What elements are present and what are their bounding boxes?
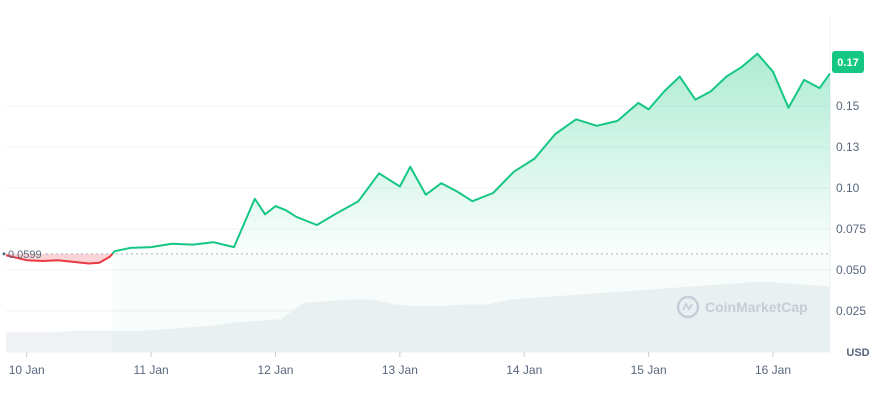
y-tick-label: 0.025: [836, 304, 866, 318]
x-axis-ticks: 10 Jan 11 Jan 12 Jan 13 Jan 14 Jan 15 Jan 16 J…: [9, 352, 791, 377]
y-tick-label: 0.10: [836, 181, 860, 195]
volume-area: [6, 281, 830, 352]
y-tick-label: 0.15: [836, 99, 860, 113]
price-line-down: [5, 253, 114, 265]
price-area-up: [112, 53, 830, 254]
watermark-text: CoinMarketCap: [705, 299, 808, 315]
reference-line: [2, 252, 830, 256]
volume-area-shape: [6, 281, 830, 352]
reference-price-text: 0.0599: [8, 249, 42, 261]
reference-dot-icon: [2, 252, 6, 256]
price-line: [5, 52, 831, 265]
current-price-badge: 0.17: [832, 51, 864, 73]
x-tick-label: 11 Jan: [134, 363, 169, 377]
x-tick-label: 16 Jan: [755, 363, 791, 377]
price-area: [6, 53, 830, 264]
y-tick-label: 0.075: [836, 222, 866, 236]
y-axis-unit: USD: [846, 347, 869, 359]
current-price-badge-bg: [832, 51, 864, 73]
x-tick-label: 15 Jan: [631, 363, 667, 377]
x-tick-label: 14 Jan: [506, 363, 542, 377]
x-tick-label: 10 Jan: [9, 363, 45, 377]
y-tick-label: 0.13: [836, 140, 860, 154]
y-axis-ticks: 0.025 0.050 0.075 0.10 0.13 0.15: [836, 99, 866, 318]
price-line-up: [111, 52, 831, 255]
current-price-text: 0.17: [837, 57, 858, 69]
y-tick-label: 0.050: [836, 263, 866, 277]
watermark: CoinMarketCap: [676, 295, 808, 319]
coinmarketcap-logo-icon: [676, 295, 700, 319]
x-tick-label: 12 Jan: [257, 363, 293, 377]
price-area-down: [6, 253, 113, 264]
x-tick-label: 13 Jan: [382, 363, 418, 377]
reference-price-label: 0.0599: [8, 249, 42, 261]
